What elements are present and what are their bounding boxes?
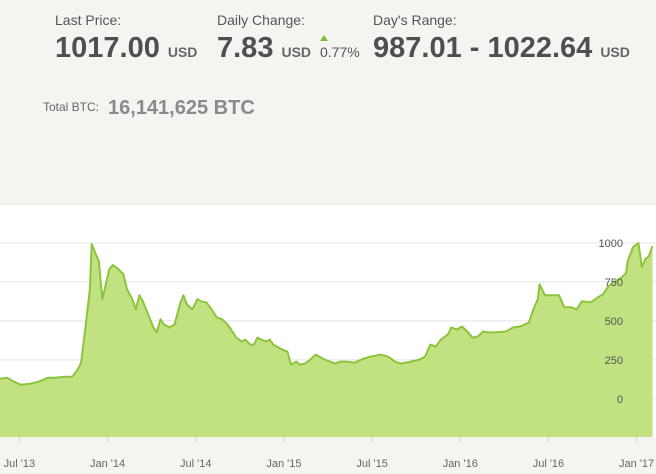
line xyxy=(0,242,654,386)
up-arrow xyxy=(320,35,328,41)
days-range-unit: USD xyxy=(600,44,630,60)
y-tick-label: 1000 xyxy=(599,238,623,250)
y-tick-label: 500 xyxy=(605,316,623,328)
daily-change-label: Daily Change: xyxy=(217,12,305,28)
daily-change-unit: USD xyxy=(281,44,311,60)
x-tick-label: Jul '16 xyxy=(533,458,564,470)
y-tick-label: 0 xyxy=(617,394,623,406)
total-btc-label: Total BTC: xyxy=(43,100,99,114)
x-tick-label: Jan '14 xyxy=(90,458,125,470)
daily-change-value: 7.83 xyxy=(217,32,273,64)
x-tick-label: Jan '16 xyxy=(443,458,478,470)
total-btc-value: 16,141,625 BTC xyxy=(108,97,255,119)
last-price-label: Last Price: xyxy=(55,12,121,28)
x-tick-label: Jul '13 xyxy=(4,458,35,470)
last-price-value: 1017.00 xyxy=(55,32,160,64)
area xyxy=(0,243,653,437)
x-tick-label: Jan '15 xyxy=(266,458,301,470)
y-tick-label: 250 xyxy=(605,355,623,367)
days-range-value: 987.01 - 1022.64 xyxy=(373,32,592,64)
y-tick-label: 750 xyxy=(605,277,623,289)
last-price-unit: USD xyxy=(168,44,198,60)
x-tick-label: Jan '17 xyxy=(619,458,654,470)
daily-change-percent: 0.77% xyxy=(320,44,360,60)
x-tick-label: Jul '14 xyxy=(180,458,211,470)
x-tick-label: Jul '15 xyxy=(356,458,387,470)
days-range-label: Day's Range: xyxy=(373,12,457,28)
